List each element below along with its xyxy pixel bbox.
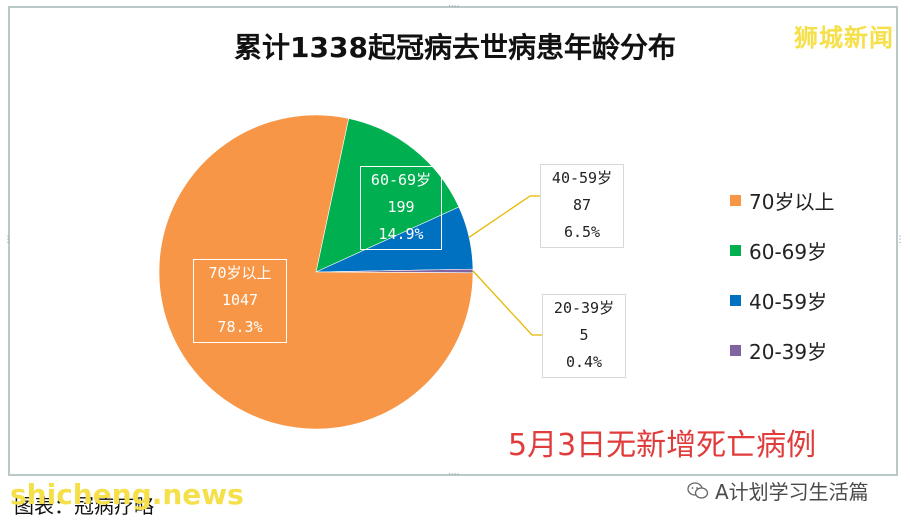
resize-handle-left[interactable]: ⋮ (3, 235, 13, 245)
legend-item-60-69: 60-69岁 (730, 225, 834, 275)
legend-swatch-blue (730, 294, 741, 306)
footer: 图表：冠病疗略 shicheng.news A计划学习生活篇 (0, 476, 910, 522)
leader-line-40-59 (468, 195, 540, 238)
legend-item-70-plus: 70岁以上 (730, 175, 834, 225)
resize-handle-bottom[interactable]: ···· (448, 470, 460, 480)
legend-swatch-green (730, 244, 741, 256)
data-label-40-59-category: 40-59岁 (551, 169, 613, 187)
pie-chart (158, 114, 542, 430)
legend-label-20-39: 20-39岁 (749, 339, 828, 364)
resize-handle-top[interactable]: ···· (448, 2, 460, 12)
watermark-logo: 狮城新闻 (794, 24, 894, 52)
data-label-40-59-value: 87 (572, 196, 592, 214)
footer-account-name: A计划学习生活篇 (715, 480, 869, 504)
legend-swatch-purple (730, 344, 741, 356)
data-label-20-39-category: 20-39岁 (553, 299, 615, 317)
chart-legend: 70岁以上 60-69岁 40-59岁 20-39岁 (730, 175, 834, 375)
data-label-60-69-value: 199 (387, 198, 415, 216)
data-label-70-plus-percent: 78.3% (217, 318, 263, 336)
data-label-70-plus: 70岁以上 1047 78.3% (193, 259, 287, 343)
wechat-icon (687, 481, 709, 499)
data-label-60-69: 60-69岁 199 14.9% (360, 166, 442, 250)
data-label-60-69-percent: 14.9% (378, 225, 424, 243)
annotation-no-new-deaths: 5月3日无新增死亡病例 (508, 428, 817, 463)
pie-slice-70-plus (158, 114, 474, 430)
resize-handle-right[interactable]: ⋮ (895, 235, 905, 245)
legend-label-60-69: 60-69岁 (749, 239, 828, 264)
data-label-20-39: 20-39岁 5 0.4% (542, 294, 626, 378)
data-label-40-59: 40-59岁 87 6.5% (540, 164, 624, 248)
pie-slice-60-69 (315, 118, 460, 273)
data-label-20-39-value: 5 (579, 326, 589, 344)
legend-label-40-59: 40-59岁 (749, 289, 828, 314)
legend-item-40-59: 40-59岁 (730, 275, 834, 325)
leader-line-20-39 (472, 270, 542, 336)
legend-swatch-orange (730, 194, 741, 206)
data-label-20-39-percent: 0.4% (565, 353, 603, 371)
chart-title: 累计1338起冠病去世病患年龄分布 (234, 31, 676, 64)
data-label-40-59-percent: 6.5% (563, 223, 601, 241)
footer-caption: 图表：冠病疗略 (14, 494, 154, 518)
data-label-60-69-category: 60-69岁 (370, 171, 432, 189)
data-label-70-plus-value: 1047 (221, 291, 259, 309)
footer-site-watermark: shicheng.news (10, 478, 244, 511)
data-label-70-plus-category: 70岁以上 (208, 264, 272, 282)
legend-label-70-plus: 70岁以上 (749, 189, 835, 214)
legend-item-20-39: 20-39岁 (730, 325, 834, 375)
footer-account: A计划学习生活篇 (687, 476, 869, 505)
